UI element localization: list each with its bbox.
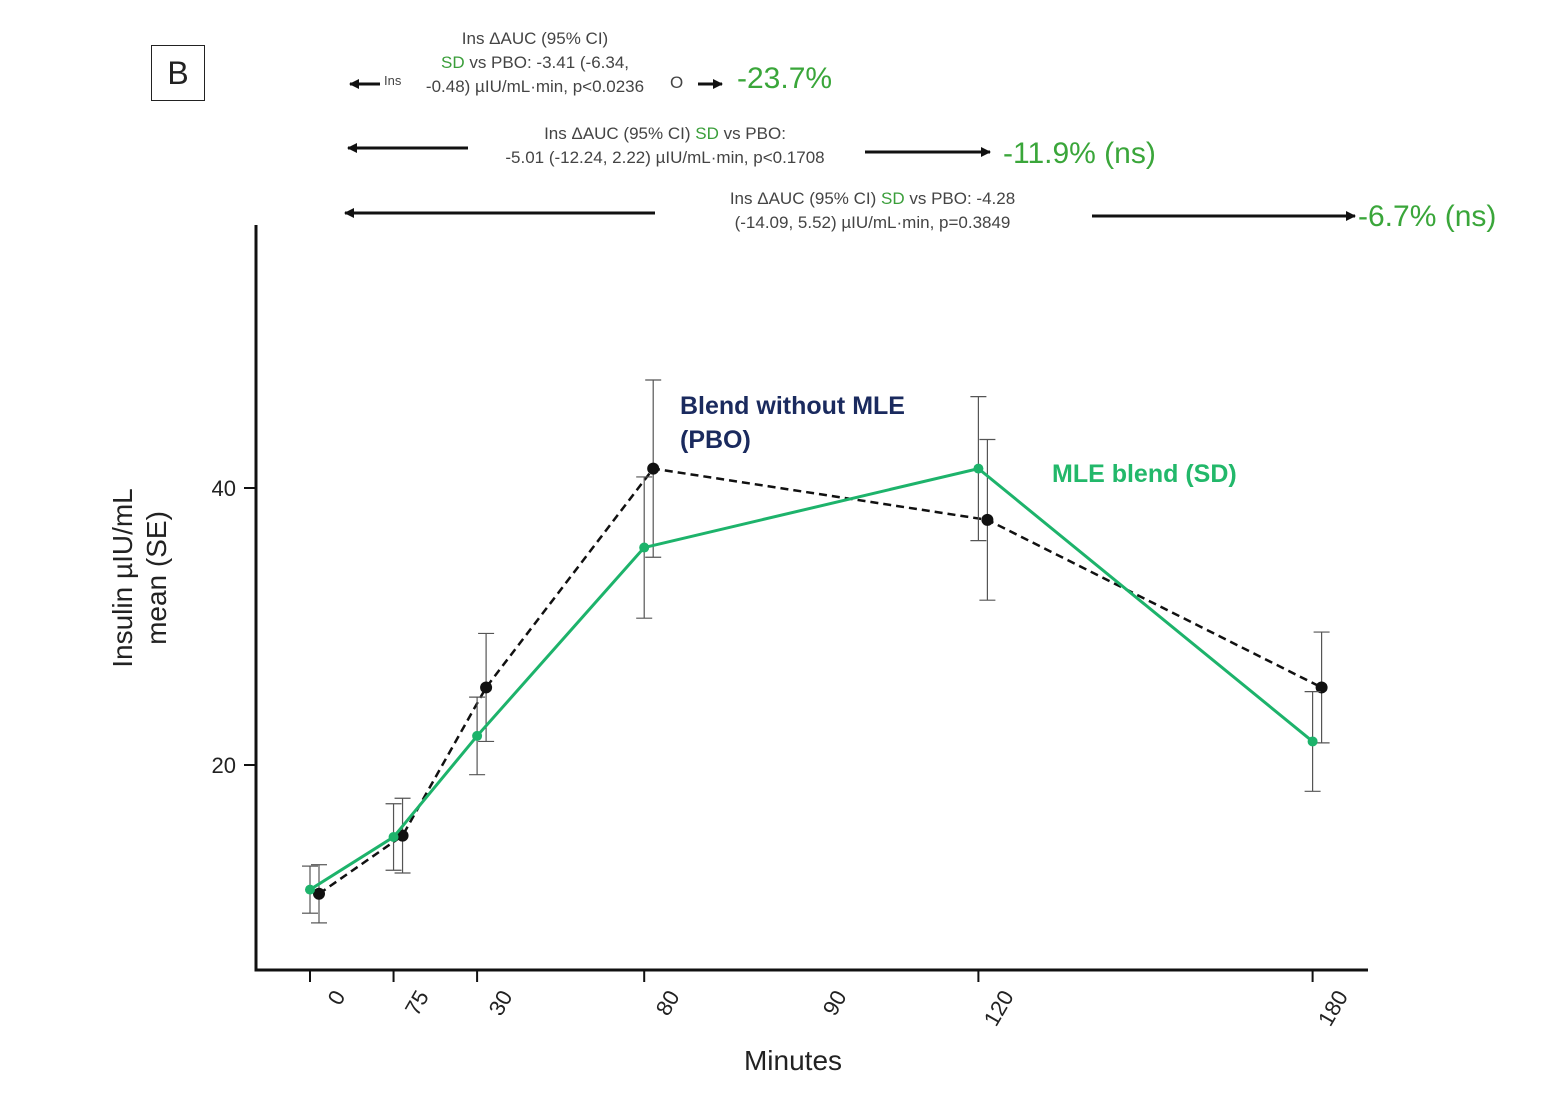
annotation-3-line1: Ins ΔAUC (95% CI) SD vs PBO: -4.28 [655,187,1090,211]
annotation-1: Ins ΔAUC (95% CI) SD vs PBO: -3.41 (-6.3… [395,27,675,99]
y-axis-label-line: mean (SE) [141,511,172,645]
series-label-pbo-line1: Blend without MLE [680,392,905,420]
data-point [1315,681,1328,694]
annotation-1-line1: Ins ΔAUC (95% CI) [461,29,609,48]
x-axis-label: Minutes [744,1045,842,1076]
y-axis-label-line: Insulin µIU/mL [107,488,138,668]
annotation-3-line1-post: vs PBO: -4.28 [904,189,1016,208]
annotation-2-line2: -5.01 (-12.24, 2.22) µIU/mL·min, p<0.170… [505,148,825,167]
annotation-2-line1-post: vs PBO: [718,124,786,143]
annotation-1-line3: -0.48) µIU/mL·min, p<0.0236 [425,77,645,96]
annotation-1-right-tag: O [670,73,684,92]
data-point [305,884,315,895]
x-tick-label: 120 [979,986,1019,1030]
annotation-3-sd: SD [881,189,905,208]
annotation-1-line2: SD vs PBO: -3.41 (-6.34, [395,51,675,75]
data-point [981,513,994,526]
annotation-1-sd: SD [440,53,465,72]
y-tick-label: 20 [212,753,236,778]
data-point [973,463,984,474]
x-tick-label: 180 [1313,986,1353,1030]
data-point [388,832,399,843]
y-tick-label: 40 [212,476,236,501]
data-point [396,829,409,842]
x-tick-label: 30 [484,986,518,1020]
annotation-2-percent: -11.9% (ns) [1003,137,1156,170]
x-tick-label: 90 [818,986,852,1020]
annotation-2-line1: Ins ΔAUC (95% CI) SD vs PBO: [470,122,860,146]
annotation-3: Ins ΔAUC (95% CI) SD vs PBO: -4.28 (-14.… [655,187,1090,235]
panel-label: B [151,45,205,101]
annotation-3-percent: -6.7% (ns) [1358,200,1497,233]
series-label-pbo: Blend without MLE (PBO) [680,392,905,454]
x-tick-label: 75 [400,986,434,1020]
annotation-3-line1-pre: Ins ΔAUC (95% CI) [729,189,881,208]
x-tick-label: 0 [323,986,351,1009]
series-line-1 [318,467,1323,895]
annotation-3-line2: (-14.09, 5.52) µIU/mL·min, p=0.3849 [734,213,1011,232]
annotation-1-percent: -23.7% [737,62,833,95]
series-label-sd: MLE blend (SD) [1052,460,1237,488]
data-point [647,462,660,475]
y-axis-label: Insulin µIU/mL mean (SE) [107,488,172,668]
data-point [472,730,483,741]
annotation-2: Ins ΔAUC (95% CI) SD vs PBO: -5.01 (-12.… [470,122,860,170]
data-point [639,542,650,553]
annotation-1-left-tag: Ins [384,73,402,88]
annotation-1-line2-rest: vs PBO: -3.41 (-6.34, [464,53,630,72]
annotation-2-line1-pre: Ins ΔAUC (95% CI) [544,124,696,143]
series-label-pbo-line2: (PBO) [680,426,751,454]
data-point [313,887,325,900]
data-point [1307,736,1318,747]
data-point [480,681,493,694]
annotation-2-sd: SD [695,124,719,143]
series-line-2 [309,466,1314,891]
x-tick-label: 80 [651,986,685,1020]
